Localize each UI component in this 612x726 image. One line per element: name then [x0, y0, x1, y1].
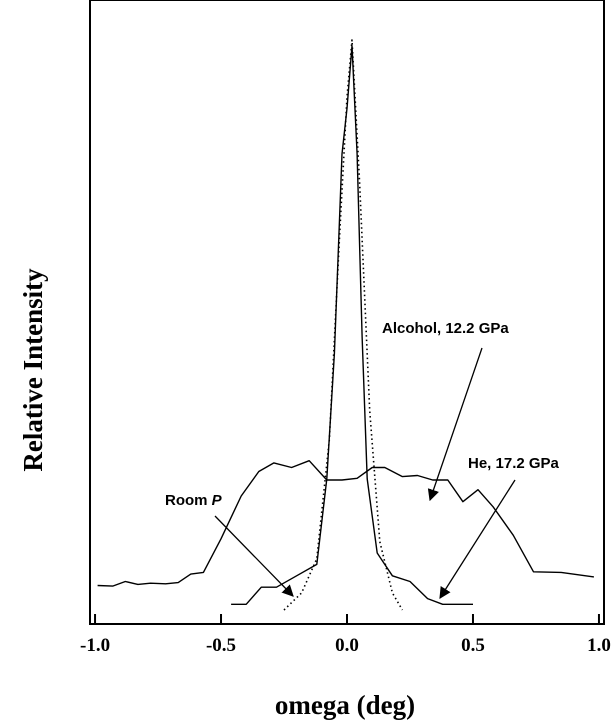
annotation-he: He, 17.2 GPa [439, 455, 560, 599]
x-axis-title: omega (deg) [275, 690, 415, 720]
annotation-he-arrow [439, 479, 516, 599]
x-tick-label: 0.5 [461, 635, 485, 656]
annotation-alcohol-label: Alcohol, 12.2 GPa [382, 320, 509, 337]
plot-frame [89, 0, 605, 625]
x-tick-label: 1.0 [587, 635, 611, 656]
series-layer [97, 39, 594, 611]
series-line-0 [97, 460, 594, 587]
y-axis-title: Relative Intensity [18, 268, 48, 472]
annotation-room-p-arrow [214, 515, 294, 597]
x-tick-label: -1.0 [80, 635, 110, 656]
x-ticks [94, 614, 600, 624]
annotation-room-p: Room P [165, 492, 294, 597]
x-tick-label: -0.5 [206, 635, 236, 656]
x-tick-labels: -1.0 -0.5 0.0 0.5 1.0 [80, 635, 611, 656]
annotation-he-label: He, 17.2 GPa [468, 455, 560, 472]
annotation-alcohol-arrow [427, 347, 483, 502]
x-tick-label: 0.0 [335, 635, 359, 656]
annotation-room-p-label: Room P [165, 492, 223, 509]
annotation-alcohol: Alcohol, 12.2 GPa [382, 320, 509, 502]
